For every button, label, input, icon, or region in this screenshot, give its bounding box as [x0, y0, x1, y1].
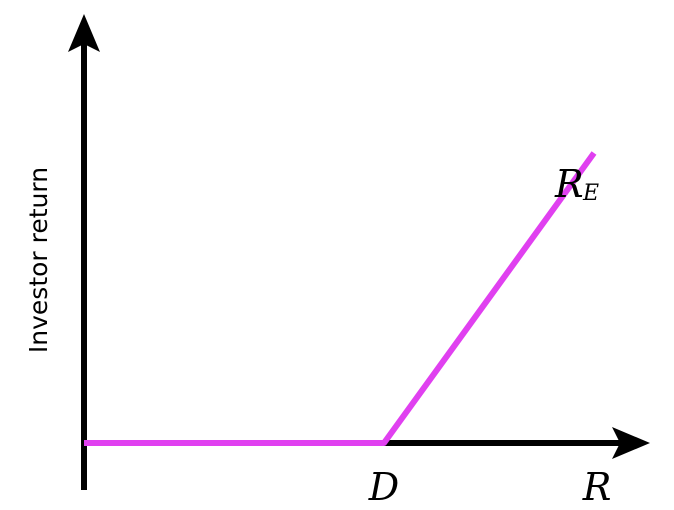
series-label-subscript: E: [582, 181, 599, 206]
series-line-0: [84, 151, 597, 446]
x-axis-arrowhead: [612, 427, 650, 459]
series-layer: [84, 151, 597, 446]
y-axis-arrowhead: [68, 14, 100, 52]
x-axis-label: R: [582, 465, 612, 509]
y-axis-label: Investor return: [24, 167, 53, 353]
series-label: R E: [554, 162, 599, 206]
series-label-main: R: [554, 162, 584, 206]
x-tick-label-d: D: [368, 465, 399, 509]
